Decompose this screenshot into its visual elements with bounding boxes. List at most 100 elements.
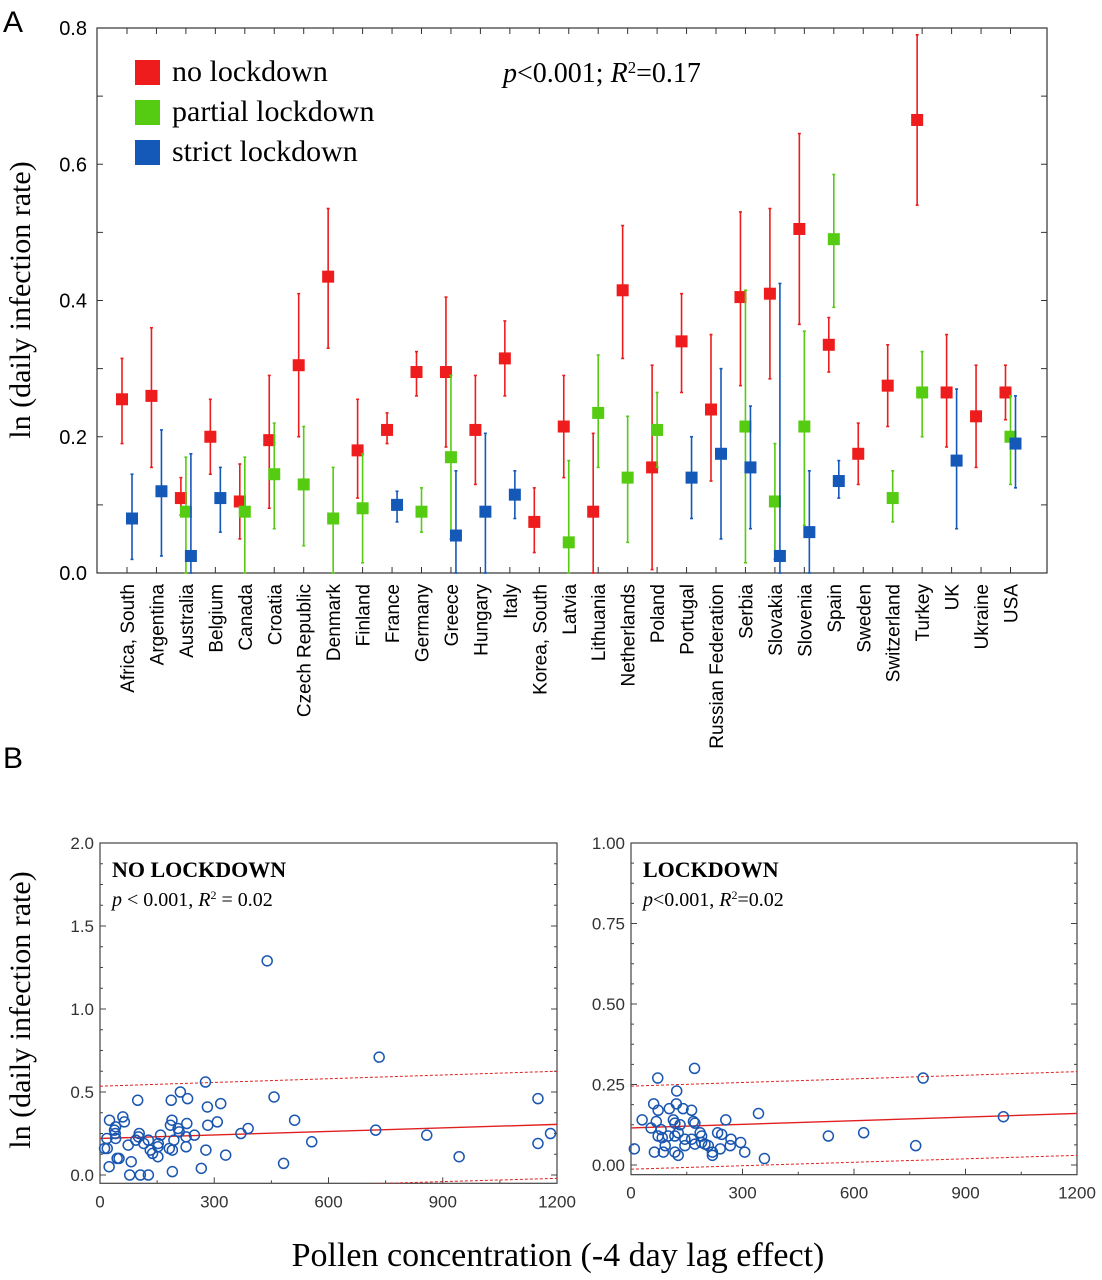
data-point: [655, 1123, 667, 1136]
stats-annotation-p-rest: <0.001,: [653, 889, 719, 911]
data-point: [675, 335, 688, 348]
stats-annotation-r: R: [610, 58, 628, 89]
data-point: [670, 1098, 683, 1110]
data-point: [734, 1136, 747, 1149]
x-tick-label: Sweden: [854, 584, 875, 653]
legend-swatch: [135, 100, 160, 125]
data-point: [421, 1129, 433, 1141]
data-point: [621, 471, 634, 484]
x-tick-label: 600: [314, 1192, 342, 1211]
data-point: [886, 492, 899, 505]
data-point: [195, 1162, 208, 1175]
data-point: [164, 1119, 177, 1131]
data-point: [950, 454, 963, 467]
x-tick-label: 600: [840, 1184, 868, 1203]
stats-annotation: p<0.001; R2=0.17: [501, 58, 701, 90]
data-point: [652, 1104, 664, 1117]
legend-label: partial lockdown: [172, 95, 374, 128]
panel-a-chart: 0.0 0.2 0.4 0.6 0.8 Africa, South Argentina Aus…: [59, 18, 1048, 749]
data-point: [498, 352, 511, 365]
data-point: [356, 502, 369, 515]
data-point: [134, 1169, 147, 1181]
data-point: [118, 1116, 131, 1128]
panel-a-y-axis-label: ln (daily infection rate): [4, 161, 37, 438]
data-point: [685, 1104, 698, 1117]
data-point: [297, 478, 310, 491]
data-point: [439, 366, 452, 379]
data-point: [822, 338, 835, 351]
x-tick-label: Lithuania: [589, 584, 610, 662]
data-point: [773, 549, 786, 562]
data-point: [268, 468, 281, 481]
data-point: [763, 287, 776, 300]
data-point: [381, 423, 394, 436]
data-point: [168, 1134, 180, 1146]
data-point: [219, 1149, 232, 1161]
stats-annotation-r: R: [718, 889, 731, 911]
data-point: [277, 1157, 290, 1170]
x-tick-label: France: [383, 584, 404, 643]
x-tick-label: Finland: [354, 584, 375, 646]
data-point: [679, 1133, 691, 1145]
x-tick-label: Slovenia: [795, 584, 816, 657]
data-point: [592, 406, 605, 419]
data-point: [798, 420, 811, 433]
panel-b-lockdown-chart: 0.00 0.25 0.50 0.75 1.00 0 300 600 900 1200 LOCKDO…: [592, 834, 1096, 1203]
data-point: [145, 389, 158, 402]
data-point: [714, 1143, 726, 1155]
x-tick-label: 1200: [1058, 1184, 1096, 1203]
stats-annotation-p-rest: <0.001;: [517, 58, 611, 89]
data-point: [327, 512, 340, 525]
data-point: [113, 1152, 125, 1165]
data-point: [758, 1152, 771, 1165]
data-point: [822, 1130, 835, 1142]
x-tick-label: Belgium: [206, 584, 227, 653]
stats-annotation: p<0.001, R2=0.02: [641, 888, 784, 911]
x-tick-label: Korea, South: [530, 584, 551, 695]
data-point: [940, 386, 953, 399]
data-point: [369, 1124, 382, 1136]
data-point: [391, 498, 404, 511]
data-point: [415, 505, 428, 518]
data-point: [636, 1114, 648, 1126]
data-point: [117, 1111, 129, 1123]
data-point: [705, 403, 717, 416]
panel-title: NO LOCKDOWN: [112, 857, 286, 882]
data-point: [909, 1139, 922, 1152]
x-tick-label: Turkey: [913, 584, 934, 642]
data-point: [587, 505, 600, 518]
y-tick-label: 0.25: [592, 1076, 625, 1095]
x-tick-label: Netherlands: [619, 584, 640, 686]
panel-b-x-axis-label: Pollen concentration (-4 day lag effect): [292, 1237, 825, 1274]
data-point: [652, 1072, 664, 1084]
x-tick-label: Argentina: [147, 584, 168, 666]
data-point: [449, 529, 462, 542]
data-point: [917, 1072, 929, 1084]
data-point: [679, 1139, 691, 1152]
data-point: [263, 434, 276, 447]
data-point: [648, 1146, 661, 1158]
data-point: [351, 444, 364, 457]
y-tick-label: 0.2: [59, 427, 87, 449]
x-tick-label: 1200: [538, 1192, 576, 1211]
data-point: [125, 1155, 137, 1168]
x-tick-label: Africa, South: [118, 584, 139, 693]
data-point: [857, 1127, 870, 1139]
panel-label-a: A: [3, 6, 23, 39]
x-tick-label: Canada: [236, 584, 257, 651]
stats-annotation-sup: 2: [732, 888, 738, 902]
x-tick-label: Australia: [177, 584, 198, 658]
data-point: [832, 475, 845, 488]
data-point: [659, 1139, 671, 1152]
y-tick-label: 0.0: [59, 563, 87, 585]
data-point: [479, 505, 492, 518]
data-point: [646, 461, 659, 474]
data-point: [532, 1137, 544, 1150]
data-point: [544, 1127, 557, 1140]
data-point: [1009, 437, 1022, 450]
panel-title: LOCKDOWN: [643, 857, 779, 882]
data-point: [827, 233, 840, 246]
regression-line: [99, 1123, 558, 1140]
data-point: [672, 1127, 684, 1139]
data-point: [166, 1165, 179, 1178]
